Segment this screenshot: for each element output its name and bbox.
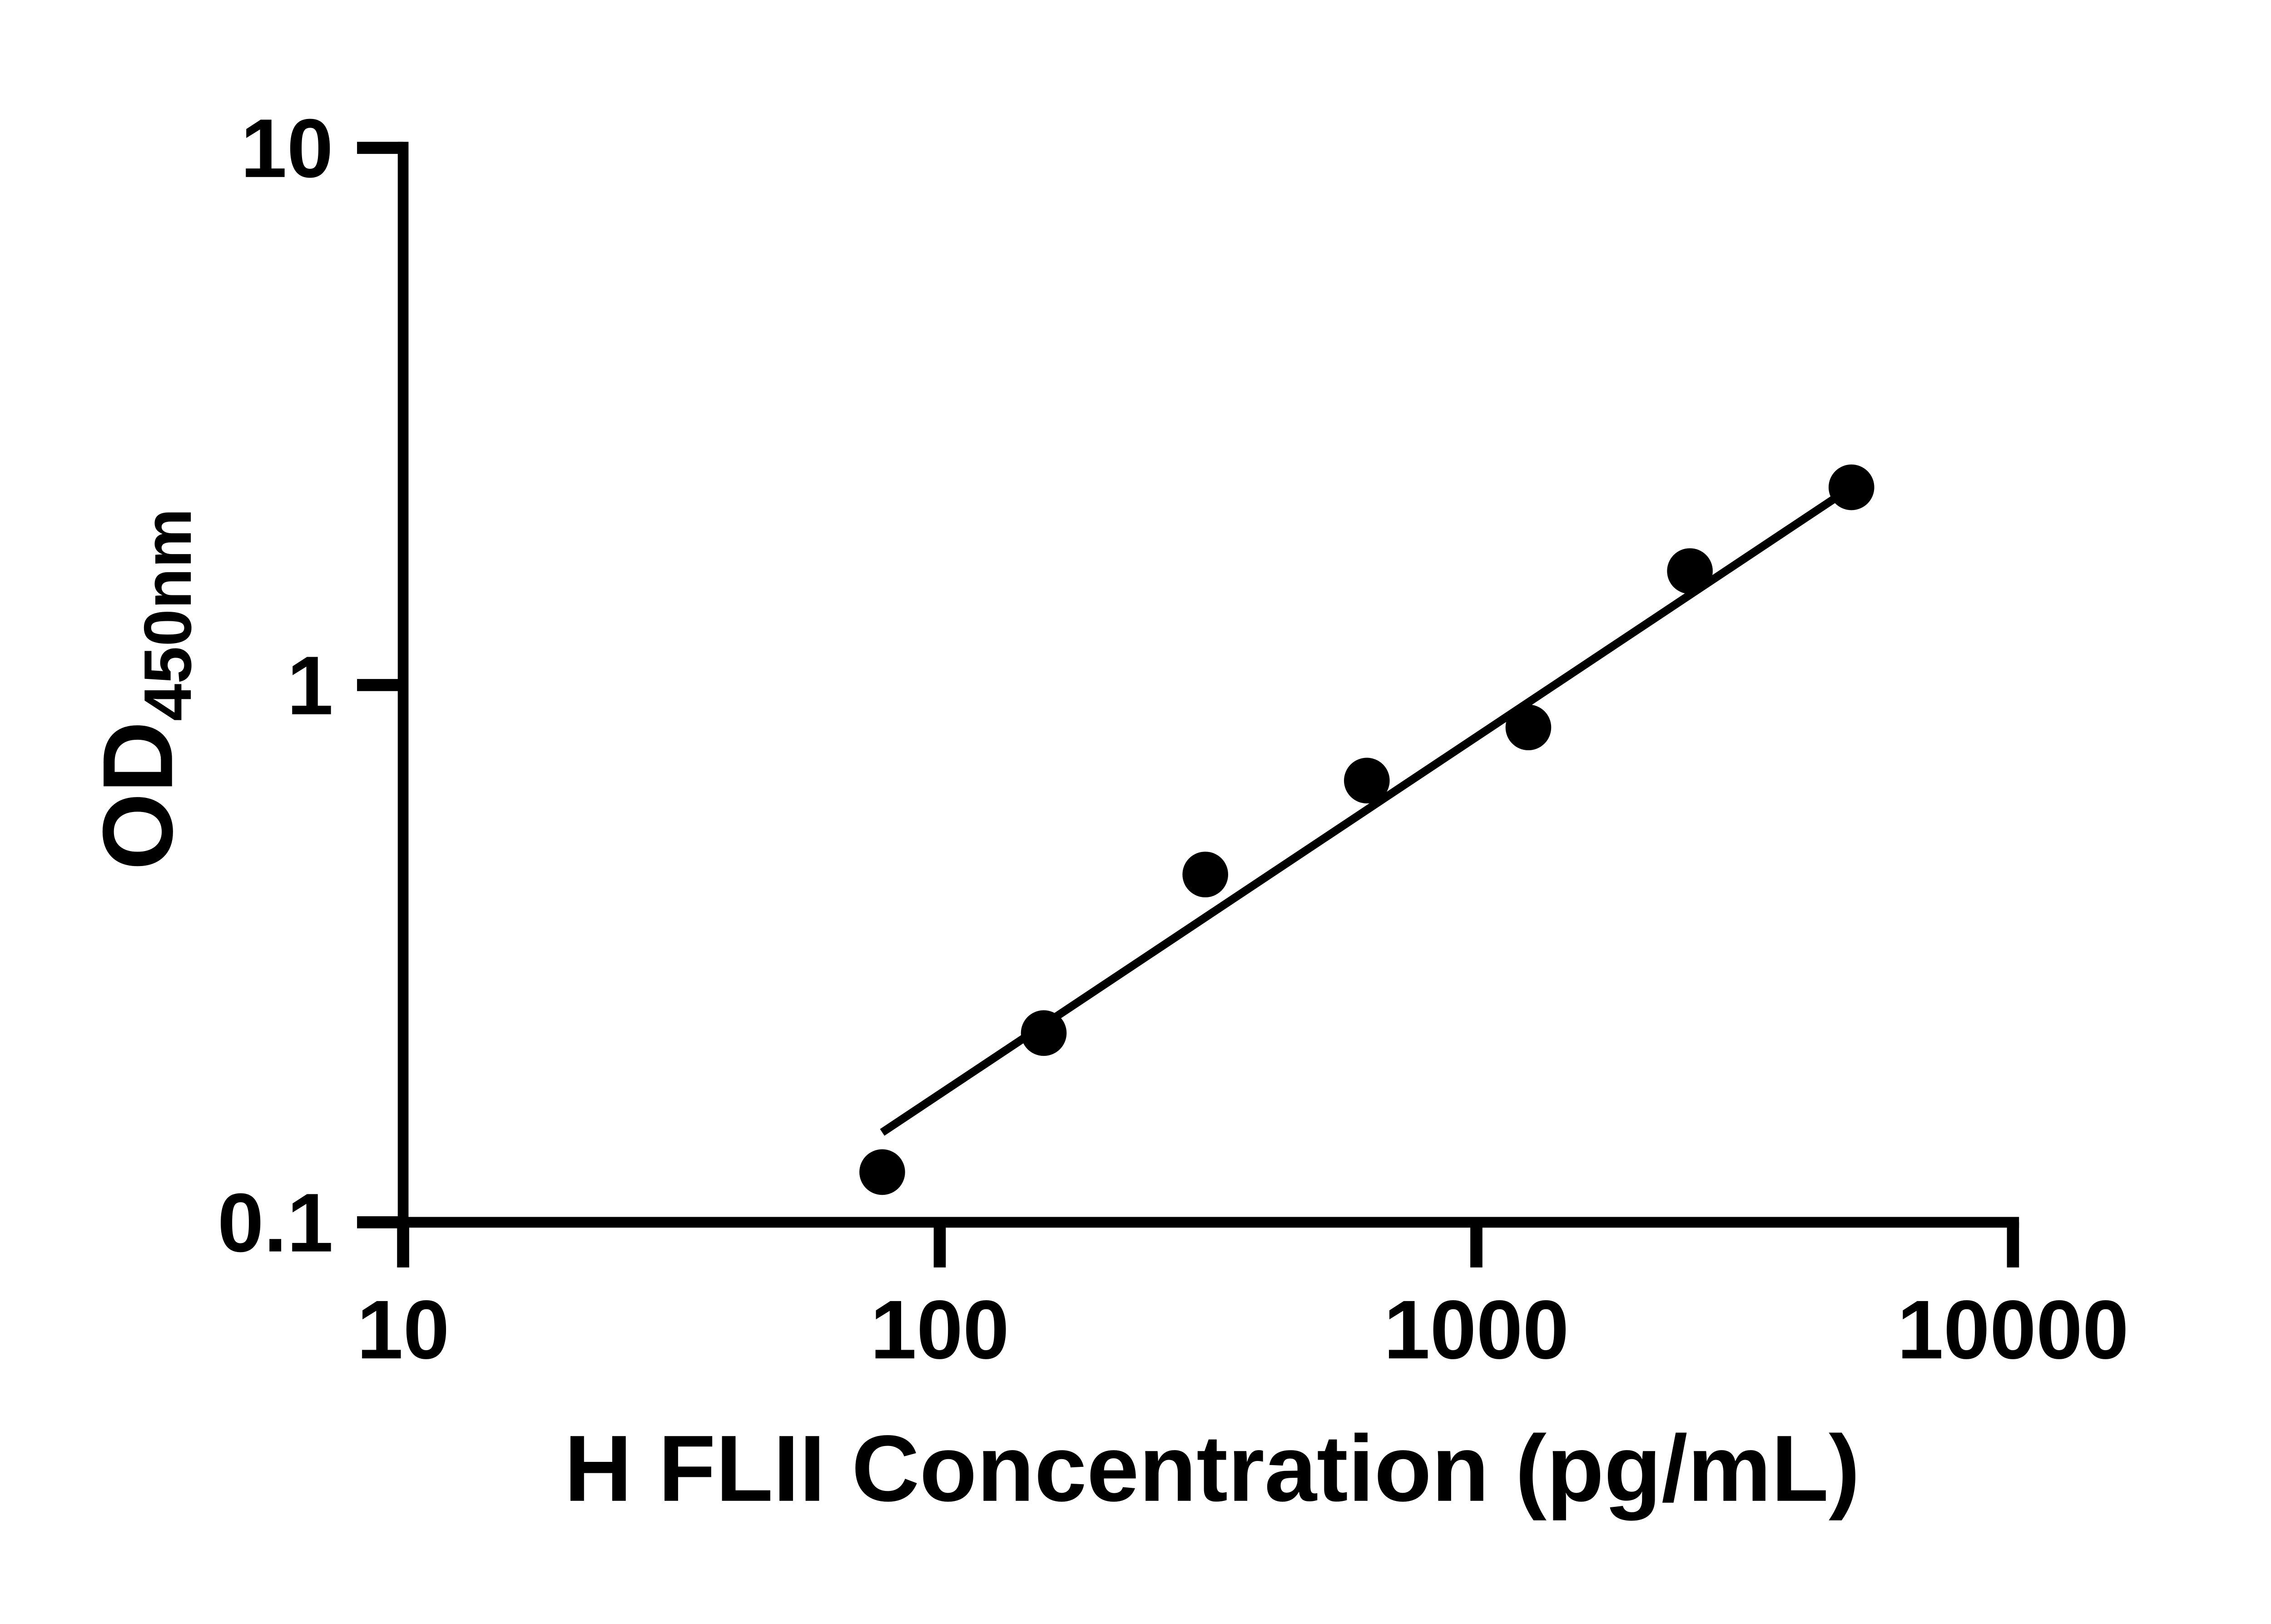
y-tick-label: 10	[241, 102, 333, 195]
data-point	[1828, 464, 1874, 510]
x-tick-label: 10	[357, 1283, 450, 1376]
data-point	[859, 1149, 905, 1195]
y-axis-title-main: OD	[83, 721, 193, 870]
data-point	[1344, 758, 1390, 804]
data-point	[1667, 548, 1713, 594]
x-tick-label: 10000	[1897, 1283, 2129, 1376]
data-point	[1505, 704, 1552, 751]
data-point	[1182, 852, 1228, 897]
x-axis-title: H FLII Concentration (pg/mL)	[564, 1416, 1860, 1521]
x-tick-label: 1000	[1383, 1283, 1569, 1376]
y-tick-label: 1	[287, 639, 333, 732]
y-axis-title-subscript: 450nm	[130, 508, 205, 721]
y-tick-label: 0.1	[218, 1176, 333, 1269]
y-axis-title: OD450nm	[83, 508, 205, 870]
plot-area: 10 1 0.1 10 100 1000 10000	[218, 102, 2129, 1376]
x-tick-label: 100	[870, 1283, 1009, 1376]
data-point	[1021, 1010, 1067, 1056]
